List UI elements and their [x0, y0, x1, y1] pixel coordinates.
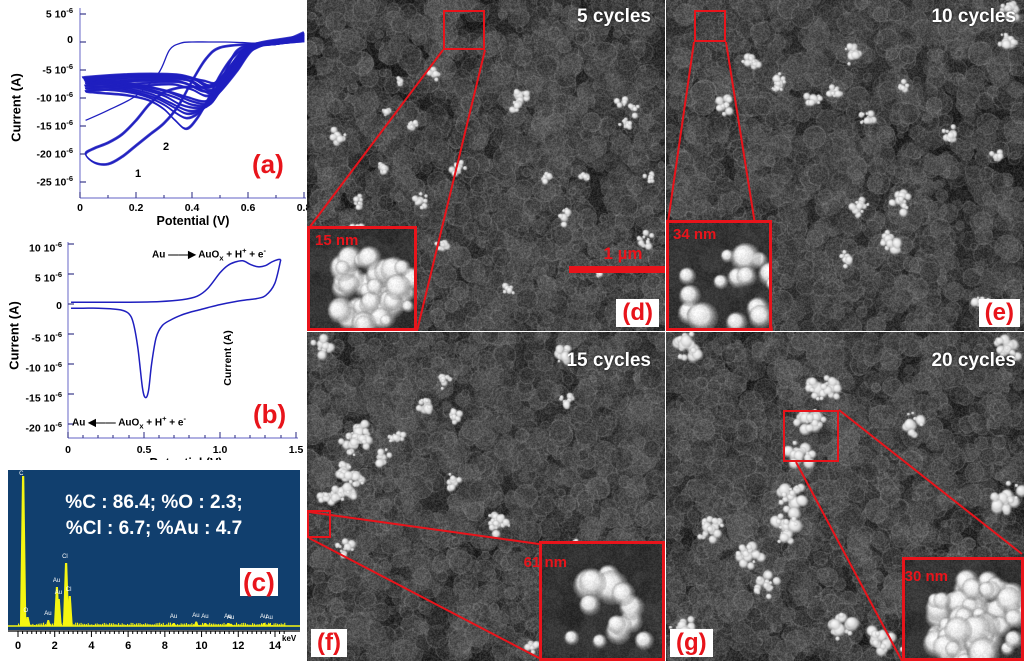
panel-g-inset-size: 30 nm: [905, 568, 948, 585]
panel-f-roi-box: [307, 510, 331, 538]
panel-b-ytick-1: 5 10-6: [0, 270, 62, 285]
panel-a-xlabel: Potential (V): [78, 214, 308, 228]
panel-a-curve-label-1: 1: [135, 168, 141, 180]
panel-e-inset-size: 34 nm: [673, 226, 716, 243]
eds-peak-label-O-1: O: [24, 608, 29, 614]
panel-a-curve-8: [83, 37, 304, 102]
panel-e-roi-box: [694, 10, 726, 42]
panel-b-xtick-1: 0.5: [132, 444, 156, 456]
sem-cv-eds-figure: Current (A) 5 10-6 0 -5 10-6 -10 10-6 -1…: [0, 0, 1024, 661]
panel-a-ytick-6: -25 10-6: [5, 174, 73, 189]
panel-c-eds-spectrum: %C : 86.4; %O : 2.3; %Cl : 6.7; %Au : 4.…: [0, 460, 307, 661]
eds-xtick-8: 8: [156, 640, 174, 652]
panel-b-cathodic-reaction: Au ◀—— AuOx + H+ + e-: [72, 414, 186, 430]
sem-images-grid: 5 cycles 15 nm 1 µm (d) 10 cycles: [307, 0, 1024, 661]
panel-d-sem-5-cycles: 5 cycles 15 nm 1 µm (d): [307, 0, 665, 331]
panel-f-tag: (f): [311, 629, 347, 657]
panel-a-curve-6: [84, 36, 304, 106]
panel-b-xtick-0: 0: [60, 444, 76, 456]
panel-e-sem-10-cycles: 10 cycles 34 nm (e): [666, 0, 1024, 331]
panel-a-curve-5-rep2: [86, 37, 305, 109]
panel-b-anodic-reaction: Au ——▶ AuOx + H+ + e-: [152, 246, 266, 262]
panel-a-curve-5-rep1: [85, 35, 304, 107]
panel-a-curve-6-rep2: [85, 37, 305, 107]
eds-peak-label-C-0: C: [19, 471, 23, 477]
panel-a-ytick-4: -15 10-6: [5, 118, 73, 133]
panel-a-xtick-2: 0.4: [180, 202, 204, 214]
scalebar-1um: 1 µm: [569, 244, 665, 273]
panel-f-cycles-label: 15 cycles: [566, 350, 651, 372]
panel-a-xtick-1: 0.2: [124, 202, 148, 214]
panel-c-tag: (c): [240, 568, 278, 596]
scalebar-label: 1 µm: [569, 244, 665, 264]
panel-a-ylabel: Current (A): [9, 68, 24, 148]
eds-kev-unit: keV: [282, 634, 296, 643]
panel-g-sem-20-cycles: 20 cycles 30 nm (g): [666, 332, 1024, 661]
eds-peak-label-Au-11: Au: [227, 615, 234, 621]
eds-peak-label-Au-7: Au: [170, 614, 177, 620]
eds-composition-line1: %C : 86.4; %O : 2.3;: [8, 490, 300, 516]
plots-column: Current (A) 5 10-6 0 -5 10-6 -10 10-6 -1…: [0, 0, 307, 661]
panel-b-tag: (b): [250, 400, 289, 428]
eds-peak-label-Au-13: Au: [265, 615, 272, 621]
panel-b-curve-0: [71, 259, 281, 302]
eds-spectrum-area: %C : 86.4; %O : 2.3; %Cl : 6.7; %Au : 4.…: [8, 470, 300, 630]
panel-a-curve-label-2: 2: [163, 141, 169, 153]
panel-b-xtick-2: 1.0: [208, 444, 232, 456]
eds-composition-line2: %Cl : 6.7; %Au : 4.7: [8, 516, 300, 542]
panel-d-roi-box: [443, 10, 485, 50]
panel-f-inset-size: 61 nm: [524, 554, 567, 571]
eds-xtick-4: 4: [82, 640, 100, 652]
eds-xtick-6: 6: [119, 640, 137, 652]
panel-b-ytick-4: -10 10-6: [0, 360, 62, 375]
eds-composition-text: %C : 86.4; %O : 2.3; %Cl : 6.7; %Au : 4.…: [8, 490, 300, 541]
panel-g-roi-box: [783, 410, 839, 462]
eds-peak-label-Au-2: Au: [44, 611, 51, 617]
panel-b-inner-ylabel: Current (A): [222, 323, 234, 393]
panel-a-curve-0-rep1: [85, 32, 303, 164]
eds-xtick-12: 12: [229, 640, 247, 652]
panel-a-xtick-0: 0: [73, 202, 87, 214]
panel-b-cv-gold-oxide: Current (A) 10 10-6 5 10-6 0 -5 10-6 -10…: [0, 232, 307, 460]
panel-a-ytick-1: 0: [5, 34, 73, 46]
eds-peak-label-Au-8: Au: [192, 613, 199, 619]
panel-d-tag: (d): [616, 299, 659, 327]
panel-f-sem-15-cycles: 15 cycles 61 nm (f): [307, 332, 665, 661]
panel-a-ytick-3: -10 10-6: [5, 90, 73, 105]
panel-b-ytick-2: 0: [0, 300, 62, 312]
scalebar-bar: [569, 266, 665, 273]
eds-peak-label-Au-9: Au: [201, 614, 208, 620]
eds-peak-label-Au-3: Au: [53, 578, 60, 584]
eds-xtick-10: 10: [193, 640, 211, 652]
panel-b-curve-1: [71, 260, 281, 398]
panel-g-tag: (g): [670, 629, 713, 657]
eds-axis-ticks: [8, 630, 300, 640]
panel-d-cycles-label: 5 cycles: [577, 6, 651, 28]
eds-xtick-0: 0: [9, 640, 27, 652]
panel-e-tag: (e): [979, 299, 1020, 327]
eds-xtick-2: 2: [46, 640, 64, 652]
panel-a-xtick-3: 0.6: [236, 202, 260, 214]
eds-peak-label-Au-4: Au: [55, 590, 62, 596]
panel-e-cycles-label: 10 cycles: [931, 6, 1016, 28]
panel-a-curve-5: [85, 36, 304, 108]
panel-b-ytick-6: -20 10-6: [0, 420, 62, 435]
panel-a-ytick-0: 5 10-6: [5, 6, 73, 21]
panel-a-tag: (a): [249, 150, 287, 178]
panel-a-ytick-5: -20 10-6: [5, 146, 73, 161]
eds-peak-label-Cl-6: Cl: [66, 587, 72, 593]
panel-b-ytick-5: -15 10-6: [0, 390, 62, 405]
panel-g-cycles-label: 20 cycles: [931, 350, 1016, 372]
panel-a-cv-multicycle: Current (A) 5 10-6 0 -5 10-6 -10 10-6 -1…: [0, 0, 307, 232]
panel-d-inset-size: 15 nm: [315, 232, 358, 249]
panel-b-ytick-3: -5 10-6: [0, 330, 62, 345]
panel-a-ytick-2: -5 10-6: [5, 62, 73, 77]
panel-b-ytick-0: 10 10-6: [0, 240, 62, 255]
panel-b-xtick-3: 1.5: [284, 444, 308, 456]
panel-a-curve-8-rep2: [83, 38, 304, 103]
eds-peak-label-Cl-5: Cl: [62, 554, 68, 560]
